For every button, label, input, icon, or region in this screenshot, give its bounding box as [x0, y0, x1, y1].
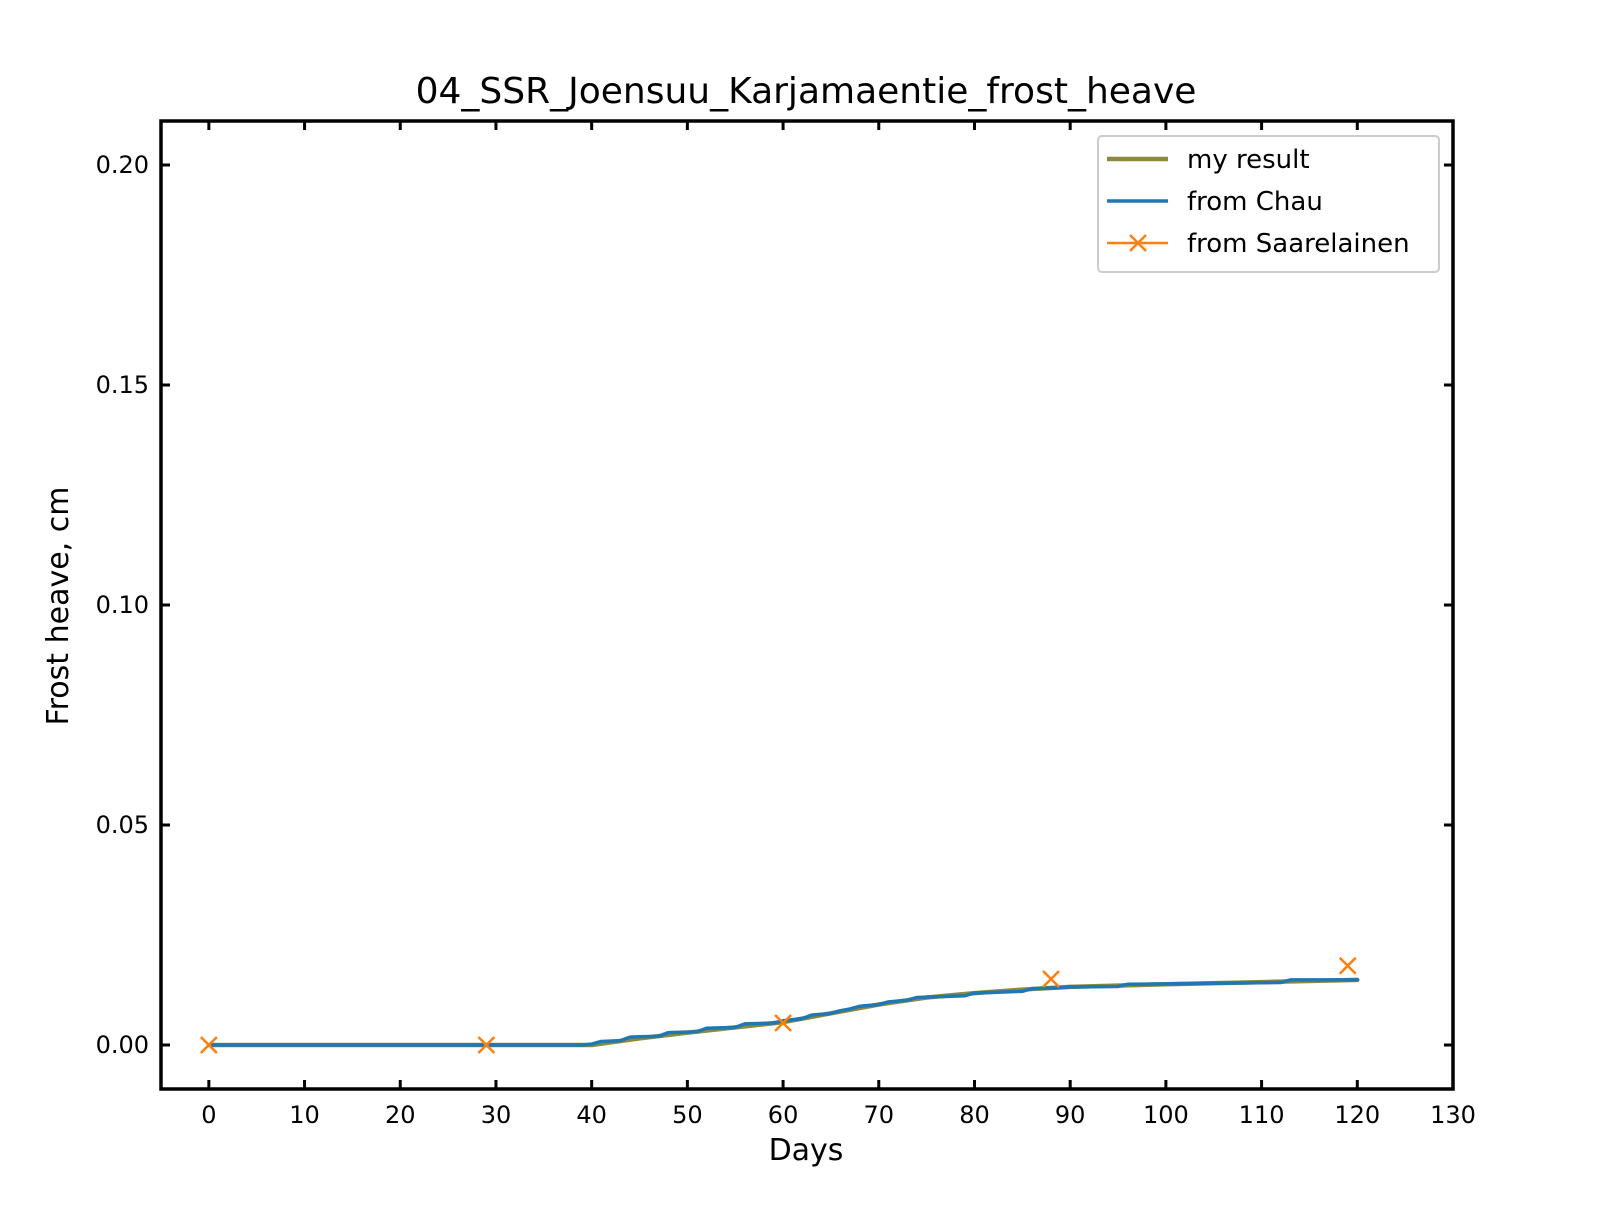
marker-stroke — [774, 1014, 792, 1032]
x-tick-label: 40 — [576, 1101, 607, 1129]
legend-label: from Chau — [1187, 187, 1323, 217]
data-point-marker — [1042, 970, 1060, 988]
y-tick-label: 0.20 — [96, 151, 149, 179]
legend-label: my result — [1187, 145, 1310, 175]
legend: my result from Chau from Saarelainen — [1097, 135, 1440, 273]
legend-frame — [1097, 135, 1440, 273]
x-tick-label: 70 — [864, 1101, 895, 1129]
data-point-marker — [774, 1014, 792, 1032]
x-tick-label: 10 — [289, 1101, 320, 1129]
x-tick-label: 90 — [1055, 1101, 1086, 1129]
x-tick-label: 100 — [1143, 1101, 1189, 1129]
legend-item: from Chau — [1107, 187, 1323, 217]
series-from-chau — [207, 978, 1360, 1047]
y-tick-label: 0.00 — [96, 1031, 149, 1059]
y-tick-label: 0.15 — [96, 371, 149, 399]
y-axis-label: Frost heave, cm — [41, 487, 76, 726]
series-layer — [199, 956, 1360, 1054]
x-tick-label: 20 — [385, 1101, 416, 1129]
data-point-marker — [199, 1036, 218, 1054]
x-tick-label: 120 — [1334, 1101, 1380, 1129]
x-tick-label: 30 — [481, 1101, 512, 1129]
y-tick-label: 0.10 — [96, 591, 149, 619]
marker-stroke — [1338, 956, 1357, 975]
data-point-marker — [477, 1036, 496, 1054]
axes-layer: 0 10 20 30 40 50 60 70 80 90 100 110 120 130 0.00 0.05 0… — [96, 119, 1476, 1129]
series-from-saarelainen — [199, 956, 1357, 1054]
x-tick-label: 130 — [1430, 1101, 1476, 1129]
marker-stroke — [1129, 234, 1147, 252]
x-tick-label: 80 — [959, 1101, 990, 1129]
legend-label: from Saarelainen — [1187, 229, 1410, 259]
data-point-marker — [1338, 956, 1357, 975]
series-line — [207, 978, 1360, 1047]
legend-marker — [1129, 234, 1147, 252]
marker-stroke — [199, 1036, 218, 1054]
plot-frame — [159, 119, 1455, 1091]
x-tick-label: 0 — [201, 1101, 216, 1129]
x-tick-label: 50 — [672, 1101, 703, 1129]
x-tick-label: 110 — [1239, 1101, 1285, 1129]
legend-item: my result — [1107, 145, 1310, 175]
x-axis-label: Days — [769, 1133, 844, 1168]
y-tick-label: 0.05 — [96, 811, 149, 839]
marker-stroke — [1042, 970, 1060, 988]
legend-item: from Saarelainen — [1107, 229, 1410, 259]
marker-stroke — [477, 1036, 496, 1054]
x-tick-label: 60 — [768, 1101, 799, 1129]
chart-title: 04_SSR_Joensuu_Karjamaentie_frost_heave — [416, 71, 1197, 112]
